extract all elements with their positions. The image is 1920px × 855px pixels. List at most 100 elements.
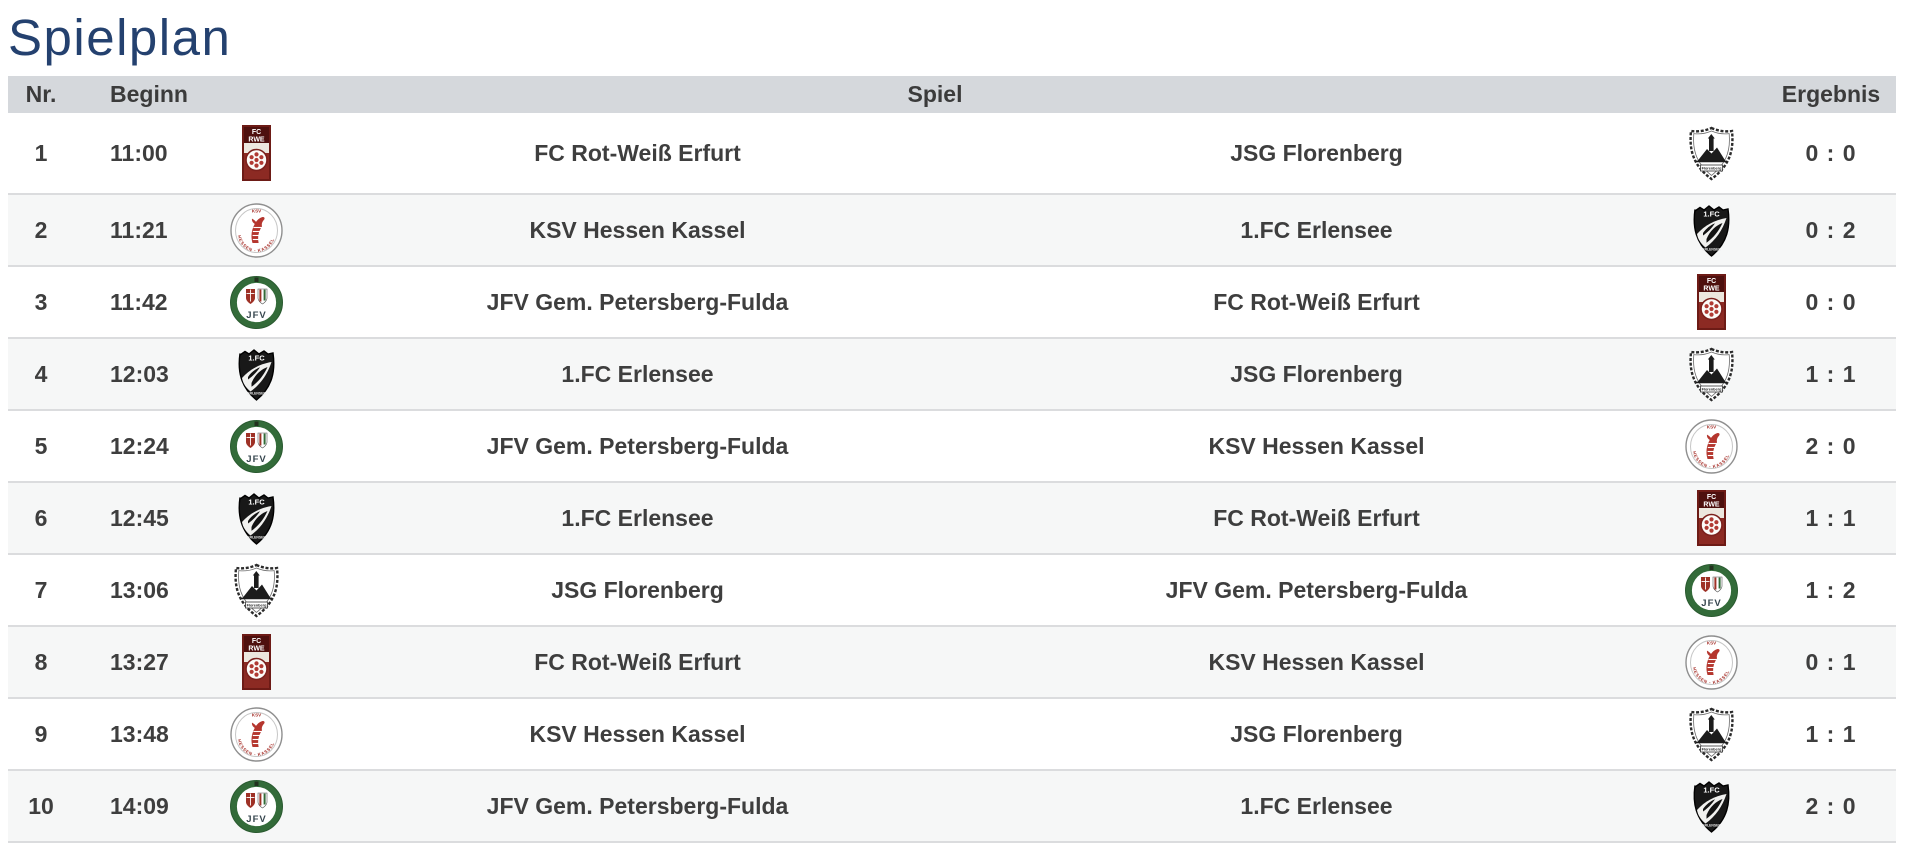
jsg-florenberg-crest-icon: Florenberg <box>233 563 280 618</box>
match-time: 13:27 <box>110 648 169 675</box>
away-team-name: JSG Florenberg <box>1230 139 1403 166</box>
match-result: 1 : 1 <box>1805 720 1857 747</box>
jfv-petersberg-fulda-crest-icon: PETERSBERG - FULDA JFV <box>1684 563 1738 618</box>
jsg-florenberg-crest-icon: Florenberg <box>1688 707 1735 762</box>
match-number: 6 <box>34 504 48 531</box>
svg-text:KSV: KSV <box>1706 424 1716 429</box>
home-team-name: FC Rot-Weiß Erfurt <box>534 648 741 675</box>
fc-erlensee-crest-icon: 1.FC ERLENSEE <box>234 347 279 402</box>
svg-text:1.FC: 1.FC <box>1703 785 1720 794</box>
match-result: 1 : 2 <box>1805 576 1857 603</box>
match-number: 5 <box>34 432 48 459</box>
match-time: 13:48 <box>110 720 169 747</box>
home-team-name: 1.FC Erlensee <box>561 360 714 387</box>
svg-text:RWE: RWE <box>1703 286 1720 293</box>
svg-text:1.FC: 1.FC <box>248 497 265 506</box>
col-header-ergebnis: Ergebnis <box>1781 81 1881 108</box>
jfv-petersberg-fulda-crest-icon: PETERSBERG - FULDA JFV <box>229 779 283 834</box>
match-number: 3 <box>34 288 48 315</box>
match-result: 0 : 0 <box>1805 288 1857 315</box>
jsg-florenberg-crest-icon: Florenberg <box>1688 126 1735 181</box>
svg-text:ERLENSEE: ERLENSEE <box>1702 823 1721 827</box>
svg-text:ERLENSEE: ERLENSEE <box>1702 247 1721 251</box>
away-team-name: FC Rot-Weiß Erfurt <box>1213 288 1420 315</box>
away-team-name: KSV Hessen Kassel <box>1208 648 1425 675</box>
rot-weiss-erfurt-crest-icon: FC RWE <box>241 125 271 182</box>
svg-text:KSV: KSV <box>1706 640 1716 645</box>
match-number: 4 <box>34 360 48 387</box>
svg-text:FC: FC <box>1706 278 1715 285</box>
svg-text:RWE: RWE <box>1703 502 1720 509</box>
home-team-name: KSV Hessen Kassel <box>529 216 746 243</box>
home-team-name: FC Rot-Weiß Erfurt <box>534 139 741 166</box>
match-row: 10 14:09 PETERSBERG - FULDA JFV JFV Gem.… <box>8 769 1896 842</box>
svg-text:FC: FC <box>1706 494 1715 501</box>
col-header-nr: Nr. <box>25 81 57 108</box>
fc-erlensee-crest-icon: 1.FC ERLENSEE <box>234 491 279 546</box>
away-team-name: 1.FC Erlensee <box>1240 216 1393 243</box>
match-row: 7 13:06 Florenberg JSG Florenberg JFV Ge… <box>8 553 1896 626</box>
ksv-hessen-kassel-crest-icon: KSV HESSEN - KASSEL <box>229 202 283 258</box>
svg-text:KSV: KSV <box>251 208 261 213</box>
fc-erlensee-crest-icon: 1.FC ERLENSEE <box>1689 779 1734 834</box>
home-team-name: JFV Gem. Petersberg-Fulda <box>486 792 789 819</box>
match-row: 5 12:24 PETERSBERG - FULDA JFV JFV Gem. … <box>8 409 1896 482</box>
match-result: 0 : 0 <box>1805 139 1857 166</box>
match-number: 1 <box>34 139 48 166</box>
match-time: 12:24 <box>110 432 169 459</box>
svg-text:JFV: JFV <box>1701 598 1721 609</box>
match-time: 13:06 <box>110 576 169 603</box>
match-row: 1 11:00 FC RWE FC Rot-Weiß Erfurt JSG Fl… <box>8 113 1896 194</box>
match-row: 2 11:21 KSV HESSEN - KASSEL KSV Hessen K… <box>8 193 1896 266</box>
svg-text:Florenberg: Florenberg <box>246 603 267 607</box>
away-team-name: JSG Florenberg <box>1230 360 1403 387</box>
match-result: 2 : 0 <box>1805 792 1857 819</box>
page-title: Spielplan <box>8 9 232 66</box>
ksv-hessen-kassel-crest-icon: KSV HESSEN - KASSEL <box>1684 634 1738 690</box>
match-result: 1 : 1 <box>1805 360 1857 387</box>
match-time: 11:42 <box>110 288 168 315</box>
match-number: 7 <box>34 576 48 603</box>
rot-weiss-erfurt-crest-icon: FC RWE <box>1696 490 1726 547</box>
match-time: 12:03 <box>110 360 169 387</box>
match-number: 8 <box>34 648 48 675</box>
fc-erlensee-crest-icon: 1.FC ERLENSEE <box>1689 203 1734 258</box>
match-row: 9 13:48 KSV HESSEN - KASSEL KSV Hessen K… <box>8 697 1896 770</box>
match-result: 0 : 1 <box>1805 648 1857 675</box>
jsg-florenberg-crest-icon: Florenberg <box>1688 347 1735 402</box>
match-result: 0 : 2 <box>1805 216 1857 243</box>
match-number: 2 <box>34 216 48 243</box>
home-team-name: KSV Hessen Kassel <box>529 720 746 747</box>
svg-text:KSV: KSV <box>251 712 261 717</box>
svg-text:RWE: RWE <box>248 646 265 653</box>
rot-weiss-erfurt-crest-icon: FC RWE <box>241 634 271 691</box>
match-result: 1 : 1 <box>1805 504 1857 531</box>
match-row: 8 13:27 FC RWE FC Rot-Weiß Erfurt KSV He… <box>8 625 1896 698</box>
match-row: 6 12:45 1.FC ERLENSEE 1.FC Erlensee FC R… <box>8 481 1896 554</box>
svg-text:RWE: RWE <box>248 137 265 144</box>
svg-text:JFV: JFV <box>246 814 266 825</box>
svg-text:ERLENSEE: ERLENSEE <box>247 391 266 395</box>
away-team-name: JFV Gem. Petersberg-Fulda <box>1165 576 1468 603</box>
jfv-petersberg-fulda-crest-icon: PETERSBERG - FULDA JFV <box>229 419 283 474</box>
col-header-spiel: Spiel <box>907 81 963 108</box>
home-team-name: JFV Gem. Petersberg-Fulda <box>486 288 789 315</box>
svg-text:JFV: JFV <box>246 454 266 465</box>
away-team-name: FC Rot-Weiß Erfurt <box>1213 504 1420 531</box>
svg-text:1.FC: 1.FC <box>248 353 265 362</box>
match-time: 11:21 <box>110 216 168 243</box>
match-row: 3 11:42 PETERSBERG - FULDA JFV JFV Gem. … <box>8 265 1896 338</box>
svg-text:Florenberg: Florenberg <box>1701 166 1722 170</box>
schedule-table: Nr. Beginn Spiel Ergebnis 1 11:00 FC RWE… <box>8 76 1896 844</box>
ksv-hessen-kassel-crest-icon: KSV HESSEN - KASSEL <box>1684 418 1738 474</box>
home-team-name: JSG Florenberg <box>551 576 724 603</box>
match-number: 10 <box>28 792 54 819</box>
ksv-hessen-kassel-crest-icon: KSV HESSEN - KASSEL <box>229 706 283 762</box>
svg-text:FC: FC <box>251 129 260 136</box>
away-team-name: KSV Hessen Kassel <box>1208 432 1425 459</box>
svg-text:ERLENSEE: ERLENSEE <box>247 535 266 539</box>
svg-text:Florenberg: Florenberg <box>1701 387 1722 391</box>
match-result: 2 : 0 <box>1805 432 1857 459</box>
match-row: 4 12:03 1.FC ERLENSEE 1.FC Erlensee JSG … <box>8 337 1896 410</box>
